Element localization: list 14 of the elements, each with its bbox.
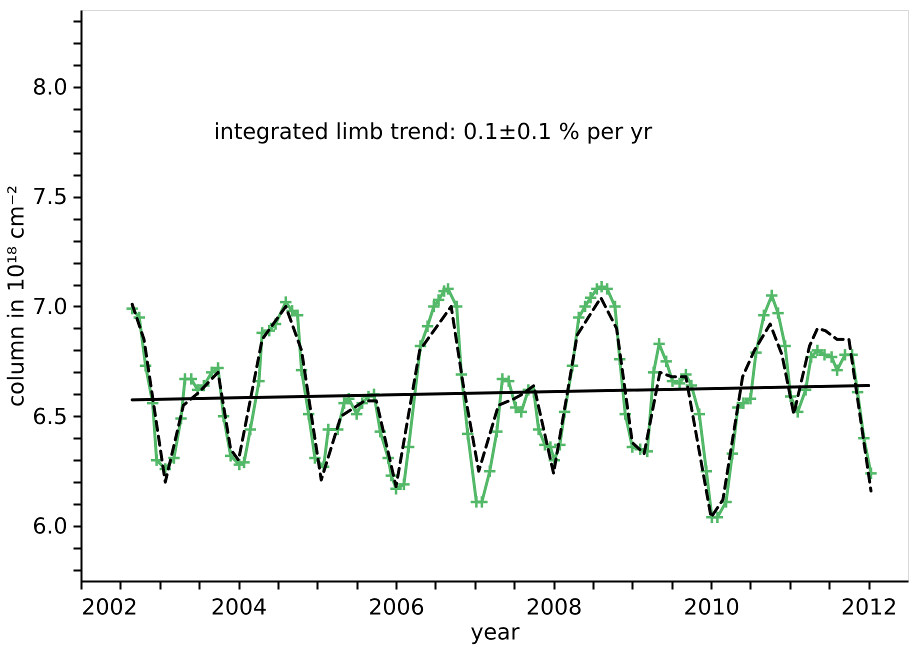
y-tick-label: 7.0 [32,294,68,320]
x-tick-label: 2002 [82,596,138,620]
y-axis-title: column in 10¹⁸ cm⁻² [4,185,30,407]
x-axis-title: year [470,620,520,646]
x-tick-label: 2012 [841,596,898,620]
y-tick-label: 6.0 [32,514,68,540]
x-tick-label: 2006 [368,596,425,620]
x-tick-label: 2008 [526,596,582,620]
y-tick-label: 8.0 [32,75,68,100]
x-tick-label: 2010 [684,596,740,620]
y-tick-label: 6.5 [32,404,68,430]
x-tick-label: 2004 [211,596,268,620]
annotation: integrated limb trend: 0.1±0.1 % per yr [214,120,654,145]
y-tick-label: 7.5 [32,185,68,210]
